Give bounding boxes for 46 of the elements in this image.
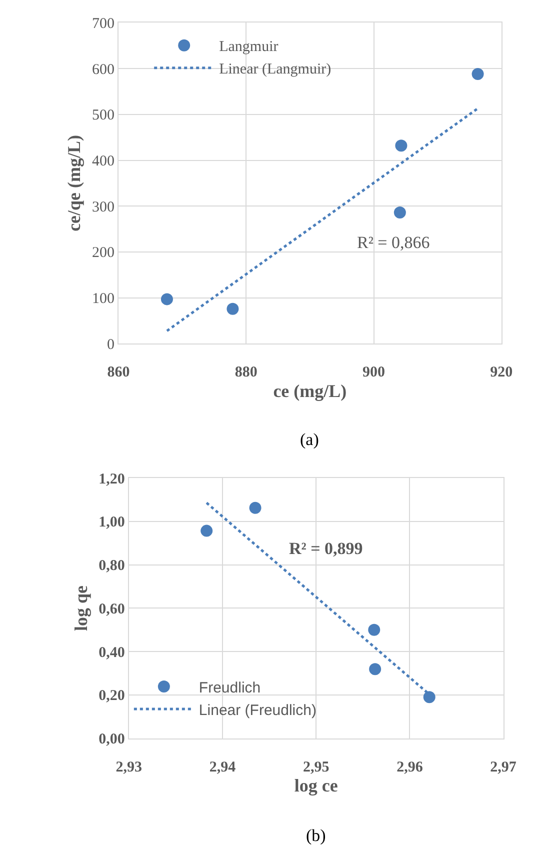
x-tick-label: 2,96 [396, 759, 424, 776]
annotation: R² = 0,866 [357, 233, 430, 252]
x-tick-label: 880 [234, 364, 258, 381]
y-tick-label: 400 [92, 154, 114, 170]
point [226, 302, 239, 315]
y-tick-label: 500 [92, 108, 114, 124]
x-tick-label: 2,95 [302, 759, 330, 776]
text: (a) [300, 430, 319, 449]
point [249, 502, 262, 514]
point [200, 524, 213, 537]
x-tick-label: 860 [107, 364, 130, 381]
x-tick-label: 2,93 [116, 759, 142, 776]
x-tick-label: 900 [362, 364, 385, 381]
point [394, 206, 406, 219]
y-tick-label: 0,60 [98, 601, 125, 618]
y-tick-label: 0,20 [98, 688, 125, 704]
y-tick-label: 0,80 [98, 558, 125, 574]
point [423, 691, 436, 704]
point [395, 140, 408, 152]
y-tick-label: 0 [106, 336, 114, 353]
y-tick-label: 600 [92, 62, 114, 78]
point [160, 293, 173, 306]
y-axis-title: log qe [70, 585, 91, 631]
x-tick-label: 2,94 [209, 759, 236, 776]
y-tick-label: 0,00 [98, 732, 125, 748]
y-tick-label: 700 [92, 16, 114, 32]
annotation: R² = 0,899 [289, 539, 363, 558]
y-tick-label: 0,40 [98, 644, 125, 661]
x-tick-label: 2,97 [490, 759, 517, 776]
point [368, 624, 380, 636]
point [369, 663, 382, 676]
y-axis-title: ce/qe (mg/L) [64, 134, 84, 232]
text: (b) [306, 826, 326, 845]
legend-label: Linear (Freudlich) [198, 702, 316, 719]
y-tick-label: 1,00 [98, 514, 125, 531]
y-tick-label: 200 [92, 245, 114, 262]
legend-label: Freudlich [198, 679, 261, 696]
x-tick-label: 920 [490, 364, 513, 381]
y-tick-label: 300 [92, 199, 114, 216]
y-tick-label: 1,20 [98, 471, 125, 488]
x-axis-title: log ce [294, 775, 338, 796]
y-tick-label: 100 [92, 291, 114, 308]
x-axis-title: ce (mg/L) [273, 380, 347, 401]
legend-label: Langmuir [219, 39, 278, 56]
legend-label: Linear (Langmuir) [219, 62, 332, 78]
point [472, 68, 484, 80]
